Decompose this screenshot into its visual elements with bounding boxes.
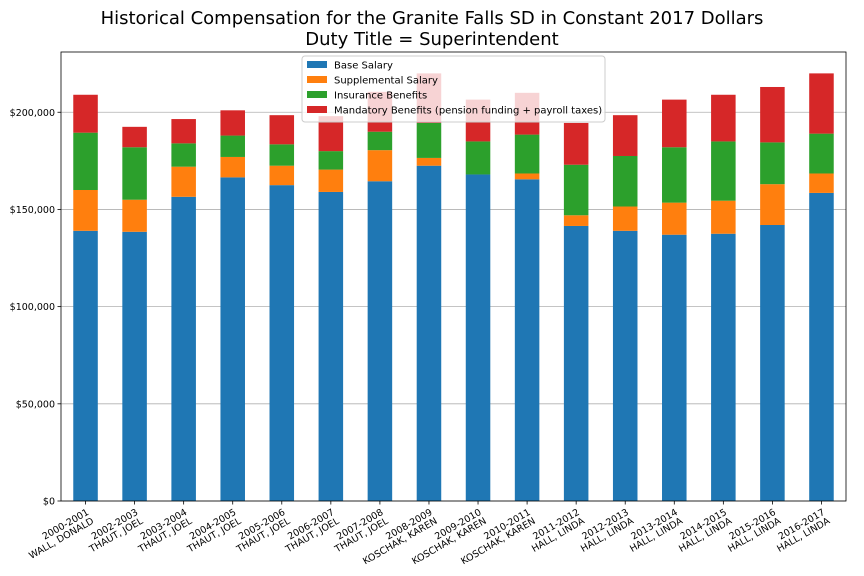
bar-segment-supplemental	[809, 173, 834, 193]
bar-segment-mandatory	[711, 94, 736, 142]
bar-segment-supplemental	[711, 200, 736, 234]
legend-swatch	[307, 91, 327, 98]
x-tick-label: 2003-2004THAUT, JOEL	[131, 507, 195, 556]
bar-segment-base	[612, 230, 638, 501]
y-tick-label: $0	[43, 497, 55, 508]
bar-segment-insurance	[465, 141, 491, 175]
bar-segment-supplemental	[612, 206, 638, 231]
bar-segment-insurance	[563, 164, 589, 216]
bar-segment-base	[416, 165, 442, 501]
x-tick-label: 2005-2006THAUT, JOEL	[229, 507, 293, 556]
legend-swatch	[307, 106, 327, 113]
bar-segment-insurance	[220, 135, 245, 157]
x-tick-label: 2012-2013HALL, LINDA	[574, 507, 636, 555]
x-tick-label: 2013-2014HALL, LINDA	[623, 507, 685, 555]
bar-segment-supplemental	[171, 166, 196, 197]
bar-segment-supplemental	[269, 165, 295, 186]
bar-segment-insurance	[171, 143, 196, 167]
bar-segment-mandatory	[122, 126, 147, 148]
chart-title: Historical Compensation for the Granite …	[0, 8, 864, 50]
bar-segment-supplemental	[514, 173, 540, 180]
bar-segment-insurance	[711, 141, 736, 201]
bar-segment-supplemental	[220, 156, 245, 178]
bar-segment-mandatory	[563, 122, 589, 165]
bar-segment-supplemental	[73, 190, 98, 231]
bar-segment-insurance	[612, 155, 638, 207]
bar-segment-base	[171, 196, 196, 501]
bar-segment-base	[809, 192, 834, 501]
bar-segment-supplemental	[367, 150, 393, 182]
bar-segment-insurance	[416, 122, 442, 158]
y-tick-label: $200,000	[10, 108, 55, 119]
bar-segment-mandatory	[760, 86, 785, 143]
bar-segment-supplemental	[318, 169, 344, 192]
x-tick-label: 2015-2016HALL, LINDA	[721, 507, 783, 555]
bar-segment-supplemental	[122, 199, 147, 232]
bar-segment-base	[514, 179, 540, 502]
bar-segment-base	[122, 231, 147, 501]
bar-segment-mandatory	[612, 115, 638, 156]
bar-segment-base	[465, 174, 491, 502]
bar-segment-supplemental	[760, 184, 785, 225]
bar-segment-mandatory	[171, 119, 196, 144]
bar-segment-insurance	[760, 142, 785, 185]
bar-segment-insurance	[367, 131, 393, 151]
bar-segment-base	[563, 225, 589, 501]
plot-frame	[60, 51, 847, 502]
bar-segment-mandatory	[662, 99, 687, 148]
y-tick-label: $150,000	[10, 205, 55, 216]
bar-segment-insurance	[122, 147, 147, 200]
bar-segment-mandatory	[269, 115, 295, 145]
x-tick-label: 2016-2017HALL, LINDA	[770, 507, 832, 555]
bar-segment-insurance	[662, 147, 687, 203]
bar-segment-insurance	[269, 144, 295, 166]
x-tick-label: 2011-2012HALL, LINDA	[525, 507, 587, 555]
bar-segment-supplemental	[662, 202, 687, 235]
legend-swatch	[307, 76, 327, 83]
legend-swatch	[307, 61, 327, 68]
legend-label: Supplemental Salary	[334, 76, 438, 87]
bar-segment-base	[711, 233, 736, 501]
legend-label: Base Salary	[334, 61, 393, 72]
legend-label: Mandatory Benefits (pension funding + pa…	[334, 106, 602, 117]
legend-box	[301, 55, 606, 123]
bar-segment-base	[318, 191, 344, 501]
x-tick-label: 2004-2005THAUT, JOEL	[180, 507, 244, 556]
bar-segment-insurance	[809, 133, 834, 174]
x-tick-label: 2000-2001WALL, DONALD	[22, 507, 96, 562]
chart-subtitle-line: Duty Title = Superintendent	[305, 29, 559, 50]
bar-segment-base	[220, 177, 245, 502]
bar-segment-mandatory	[809, 73, 834, 134]
y-tick-label: $100,000	[10, 302, 55, 313]
x-tick-label: 2006-2007THAUT, JOEL	[278, 507, 342, 556]
chart-title-line: Historical Compensation for the Granite …	[100, 8, 764, 29]
bar-segment-insurance	[318, 151, 344, 170]
bar-segment-supplemental	[416, 157, 442, 166]
bar-segment-base	[760, 224, 785, 502]
x-tick-label: 2014-2015HALL, LINDA	[672, 507, 734, 555]
y-tick-label: $50,000	[16, 399, 55, 410]
bar-segment-base	[269, 185, 295, 501]
legend-label: Insurance Benefits	[334, 91, 427, 102]
x-tick-label: 2002-2003THAUT, JOEL	[82, 507, 146, 556]
bar-segment-insurance	[514, 134, 540, 174]
bar-segment-base	[662, 234, 687, 501]
bar-segment-mandatory	[73, 94, 98, 133]
bar-segment-mandatory	[220, 110, 245, 136]
bar-segment-insurance	[73, 132, 98, 191]
bar-segment-base	[73, 230, 98, 501]
bar-segment-base	[367, 181, 393, 501]
bar-segment-supplemental	[563, 215, 589, 226]
